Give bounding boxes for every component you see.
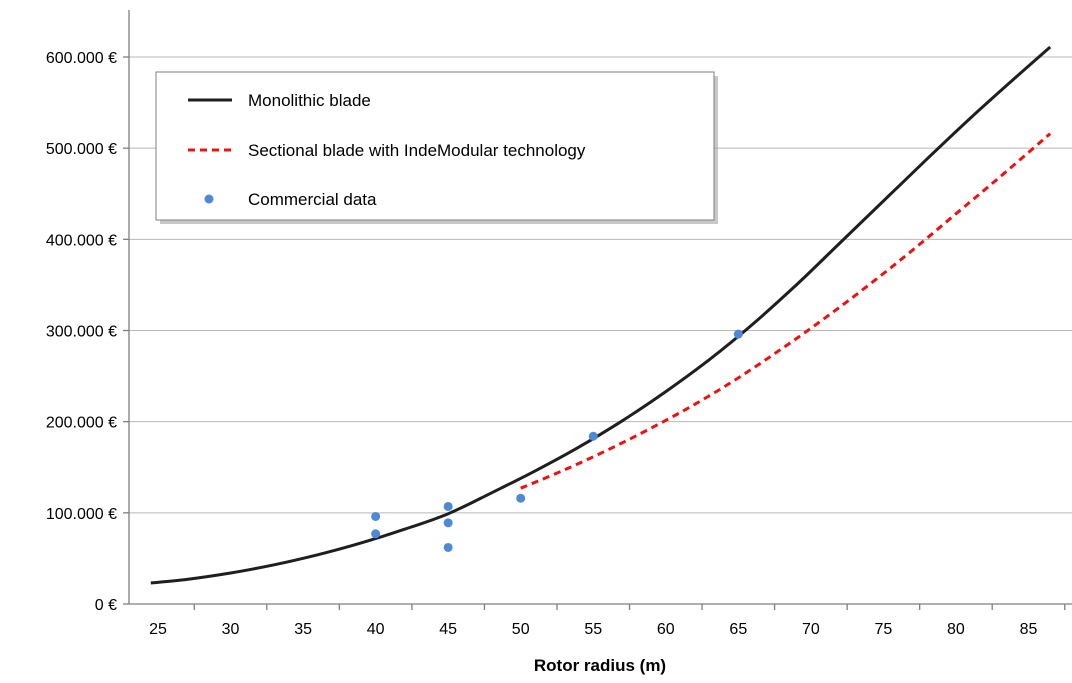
y-tick-label: 400.000 € — [46, 232, 117, 249]
commercial-data-point — [371, 511, 381, 521]
x-tick-label: 70 — [802, 621, 820, 638]
y-tick-label: 0 € — [95, 597, 117, 614]
legend-label-commercial: Commercial data — [248, 190, 377, 209]
y-ticks: 0 € 100.000 € 200.000 € 300.000 € 400.000 € 5… — [46, 50, 129, 614]
commercial-data-point — [443, 501, 453, 511]
monolithic-blade-line — [150, 45, 1052, 585]
x-tick-label: 40 — [367, 621, 385, 638]
x-tick-label: 80 — [947, 621, 965, 638]
x-tick-label: 65 — [729, 621, 747, 638]
x-tick-label: 35 — [294, 621, 312, 638]
x-tick-label: 60 — [657, 621, 675, 638]
commercial-data-point — [443, 518, 453, 528]
legend: Monolithic blade Sectional blade with In… — [155, 71, 718, 224]
x-tick-label: 55 — [584, 621, 602, 638]
commercial-data-point — [443, 542, 453, 552]
commercial-data-point — [516, 493, 526, 503]
legend-box — [155, 71, 715, 221]
x-ticks: 25 30 35 40 45 50 55 60 65 70 75 80 85 — [149, 604, 1066, 638]
x-tick-label: 50 — [512, 621, 530, 638]
commercial-data-point — [588, 431, 598, 441]
y-tick-label: 200.000 € — [46, 415, 117, 432]
commercial-data-point — [733, 329, 743, 339]
series — [150, 45, 1052, 585]
commercial-data-point — [371, 529, 381, 539]
x-tick-label: 75 — [875, 621, 893, 638]
x-tick-label: 85 — [1020, 621, 1038, 638]
y-tick-label: 600.000 € — [46, 50, 117, 67]
x-axis-title: Rotor radius (m) — [534, 656, 666, 675]
y-tick-label: 100.000 € — [46, 506, 117, 523]
sectional-blade-line — [520, 132, 1052, 490]
x-tick-label: 25 — [149, 621, 167, 638]
legend-label-monolithic: Monolithic blade — [248, 91, 371, 110]
axes — [128, 10, 1072, 605]
x-tick-label: 45 — [439, 621, 457, 638]
legend-label-sectional: Sectional blade with IndeModular technol… — [248, 141, 586, 160]
y-tick-label: 300.000 € — [46, 324, 117, 341]
x-tick-label: 30 — [222, 621, 240, 638]
y-tick-label: 500.000 € — [46, 141, 117, 158]
legend-swatch-commercial — [204, 194, 214, 204]
